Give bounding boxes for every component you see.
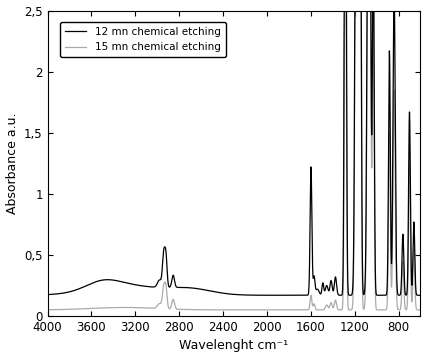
15 mn chemical etching xyxy=(176,307,181,311)
12 mn chemical etching xyxy=(379,293,384,297)
Line: 12 mn chemical etching: 12 mn chemical etching xyxy=(42,10,420,295)
12 mn chemical etching xyxy=(342,8,347,13)
Line: 15 mn chemical etching: 15 mn chemical etching xyxy=(42,10,420,310)
12 mn chemical etching xyxy=(263,293,268,297)
15 mn chemical etching xyxy=(280,308,285,312)
Legend: 12 mn chemical etching, 15 mn chemical etching: 12 mn chemical etching, 15 mn chemical e… xyxy=(60,22,226,58)
X-axis label: Wavelenght cm⁻¹: Wavelenght cm⁻¹ xyxy=(179,339,288,352)
12 mn chemical etching xyxy=(176,285,181,290)
15 mn chemical etching xyxy=(418,308,423,312)
12 mn chemical etching xyxy=(418,293,423,297)
Y-axis label: Absorbance a.u.: Absorbance a.u. xyxy=(6,112,19,214)
15 mn chemical etching xyxy=(40,308,45,312)
12 mn chemical etching xyxy=(320,281,325,285)
15 mn chemical etching xyxy=(320,308,325,312)
12 mn chemical etching xyxy=(340,279,345,283)
15 mn chemical etching xyxy=(59,308,64,312)
15 mn chemical etching xyxy=(342,8,347,13)
15 mn chemical etching xyxy=(340,298,345,303)
15 mn chemical etching xyxy=(263,308,268,312)
12 mn chemical etching xyxy=(59,291,64,296)
12 mn chemical etching xyxy=(280,293,285,297)
15 mn chemical etching xyxy=(379,308,384,312)
12 mn chemical etching xyxy=(40,293,45,297)
